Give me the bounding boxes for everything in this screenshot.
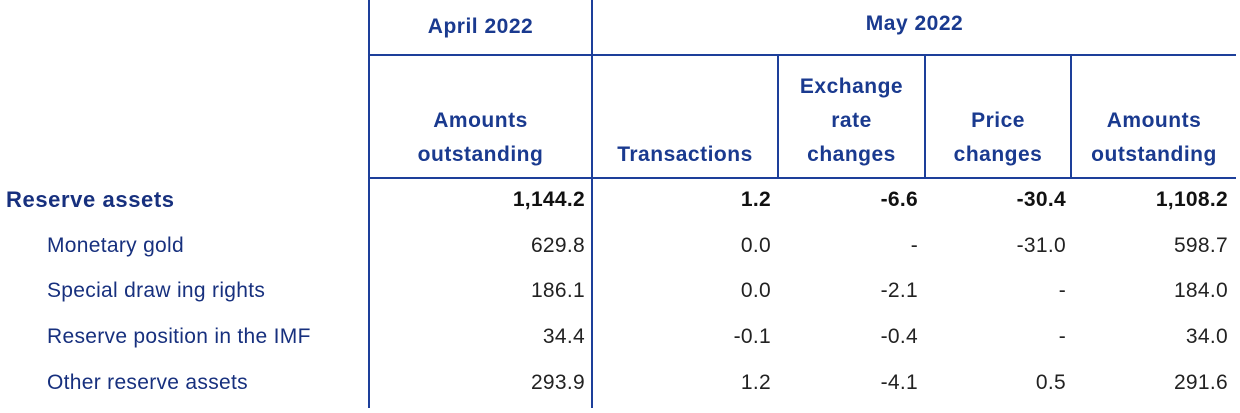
table-cell: 1.2 [740, 371, 771, 394]
col-header-amounts-may: Amounts outstanding [1091, 109, 1217, 166]
table-cell: -2.1 [880, 279, 918, 302]
col-header-exchange-rate-changes: Exchange rate changes [799, 75, 904, 166]
table-cell: 291.6 [1173, 371, 1228, 394]
table-cell: - [1058, 279, 1066, 302]
table-cell: -4.1 [880, 371, 918, 394]
col-header-price-changes: Price changes [953, 109, 1043, 166]
row-label-special-drawing-rights: Special draw ing rights [47, 279, 266, 302]
table-cell: 0.0 [740, 234, 771, 257]
table-cell: -6.6 [880, 188, 918, 211]
period-header-may: May 2022 [865, 12, 964, 35]
table-cell: -0.4 [880, 325, 918, 348]
row-label-reserve-assets: Reserve assets [6, 187, 175, 212]
table-cell: 34.0 [1185, 325, 1228, 348]
table-cell: 186.1 [530, 279, 585, 302]
column-divider [591, 0, 593, 408]
column-divider [1070, 56, 1072, 178]
table-cell: 293.9 [530, 371, 585, 394]
table-cell: 598.7 [1173, 234, 1228, 257]
column-divider [368, 0, 370, 408]
table-cell: 34.4 [542, 325, 585, 348]
table-cell: - [1058, 325, 1066, 348]
table-cell: -0.1 [733, 325, 771, 348]
column-divider [777, 56, 779, 178]
table-cell: 0.0 [740, 279, 771, 302]
col-header-transactions: Transactions [617, 143, 753, 166]
table-cell: 1,108.2 [1155, 188, 1228, 211]
header-rule [368, 54, 1236, 56]
column-divider [924, 56, 926, 178]
table-cell: -30.4 [1016, 188, 1066, 211]
row-label-other-reserve-assets: Other reserve assets [47, 371, 248, 394]
row-label-monetary-gold: Monetary gold [47, 234, 184, 257]
table-cell: 629.8 [530, 234, 585, 257]
col-header-amounts-april: Amounts outstanding [417, 109, 544, 166]
table-cell: 0.5 [1035, 371, 1066, 394]
row-label-reserve-position-imf: Reserve position in the IMF [47, 325, 311, 348]
table-cell: - [910, 234, 918, 257]
table-cell: 184.0 [1173, 279, 1228, 302]
table-cell: -31.0 [1016, 234, 1066, 257]
header-bottom-rule [368, 177, 1236, 179]
table-cell: 1.2 [740, 188, 771, 211]
table-cell: 1,144.2 [512, 188, 585, 211]
period-header-april: April 2022 [427, 15, 534, 38]
